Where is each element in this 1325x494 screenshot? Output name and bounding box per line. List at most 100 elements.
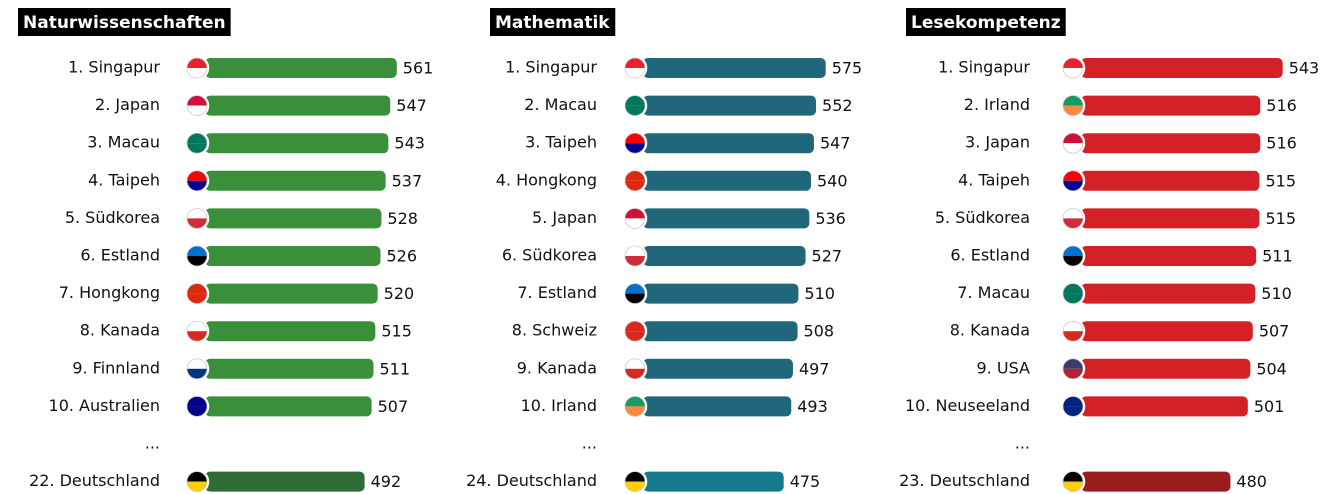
flag-border <box>622 206 648 231</box>
flag-bottom <box>1063 481 1083 492</box>
bar <box>643 208 810 229</box>
flag-bottom <box>625 293 645 304</box>
category-label: 7. Estland <box>517 283 597 302</box>
flag <box>1063 246 1083 266</box>
flag-outline <box>186 95 208 116</box>
category-label: ... <box>582 434 597 453</box>
value-label: 520 <box>384 284 415 303</box>
value-label: 561 <box>403 59 434 78</box>
flag-bottom <box>625 105 645 116</box>
flag-bottom <box>625 331 645 342</box>
value-label: 497 <box>799 359 830 378</box>
flag-border <box>184 356 210 382</box>
bar <box>643 283 799 304</box>
flag <box>625 471 645 492</box>
flag-top <box>1063 358 1083 369</box>
flag-border <box>184 281 210 306</box>
flag-top <box>625 95 645 106</box>
bar <box>205 396 372 417</box>
flag-bottom <box>1063 293 1083 304</box>
flag-border <box>622 93 648 118</box>
category-label: 8. Schweiz <box>512 321 597 340</box>
flag <box>625 396 645 417</box>
bar <box>1081 246 1257 266</box>
flag-top <box>187 58 207 68</box>
category-label: 2. Japan <box>95 95 160 114</box>
category-label: 10. Neuseeland <box>905 396 1030 415</box>
flag-top <box>1063 58 1083 68</box>
value-label: 510 <box>804 284 835 303</box>
flag-outline <box>186 132 208 154</box>
category-label: 9. Kanada <box>517 358 597 377</box>
bar <box>1081 283 1256 304</box>
bar <box>205 95 391 116</box>
flag-bottom <box>1063 331 1083 342</box>
category-label: 9. Finnland <box>72 358 160 377</box>
bar <box>1081 133 1261 154</box>
category-label: 22. Deutschland <box>29 471 160 490</box>
flag-outline <box>1062 245 1084 267</box>
value-label: 528 <box>387 209 418 228</box>
flag-bottom <box>187 293 207 304</box>
flag-bottom <box>1063 368 1083 379</box>
flag-top <box>187 283 207 294</box>
flag-outline <box>624 320 646 342</box>
category-label: 10. Australien <box>49 396 160 415</box>
category-label: 8. Kanada <box>950 321 1030 340</box>
value-label: 516 <box>1266 96 1297 115</box>
flag-outline <box>1062 358 1084 380</box>
flag-border <box>1060 318 1086 344</box>
flag <box>187 208 207 229</box>
flag-outline <box>624 358 646 380</box>
category-label: 23. Deutschland <box>899 471 1030 490</box>
flag-outline <box>1062 320 1084 342</box>
flag-top <box>187 321 207 332</box>
value-label: 516 <box>1266 134 1297 153</box>
flag <box>1063 170 1083 191</box>
flag-outline <box>1062 208 1084 229</box>
flag-border <box>622 281 648 306</box>
category-label: 5. Südkorea <box>65 208 160 227</box>
bar <box>1081 321 1253 342</box>
flag-top <box>1063 170 1083 181</box>
category-label: 3. Taipeh <box>525 133 597 152</box>
flag <box>187 246 207 266</box>
flag-outline <box>1062 396 1084 417</box>
flag-border <box>1060 394 1086 419</box>
flag-top <box>625 321 645 332</box>
category-label: 1. Singapur <box>68 58 160 77</box>
flag-bottom <box>187 143 207 154</box>
value-label: 552 <box>822 96 853 115</box>
flag-outline <box>624 208 646 229</box>
flag-outline <box>1062 471 1084 492</box>
flag-bottom <box>1063 180 1083 191</box>
flag <box>1063 321 1083 342</box>
flag <box>625 133 645 154</box>
category-label: 7. Hongkong <box>59 283 160 302</box>
flag <box>187 321 207 342</box>
flag-border <box>622 356 648 382</box>
flag-bottom <box>625 368 645 379</box>
flag <box>625 95 645 116</box>
flag-border <box>1060 130 1086 156</box>
value-label: 493 <box>797 397 828 416</box>
bar <box>205 246 381 266</box>
flag-outline <box>624 283 646 304</box>
title-background <box>906 8 1066 36</box>
flag-bottom <box>1063 105 1083 116</box>
value-label: 475 <box>790 472 821 491</box>
value-label: 543 <box>1289 59 1320 78</box>
category-label: 10. Irland <box>521 396 597 415</box>
bar <box>643 321 798 342</box>
flag-border <box>622 55 648 81</box>
flag-outline <box>186 358 208 380</box>
flag <box>1063 396 1083 417</box>
flag-border <box>622 318 648 344</box>
flag-outline <box>186 283 208 304</box>
flag-bottom <box>625 406 645 417</box>
flag <box>625 170 645 191</box>
bar <box>643 58 826 78</box>
flag <box>187 95 207 116</box>
flag <box>625 246 645 266</box>
flag-outline <box>624 132 646 154</box>
